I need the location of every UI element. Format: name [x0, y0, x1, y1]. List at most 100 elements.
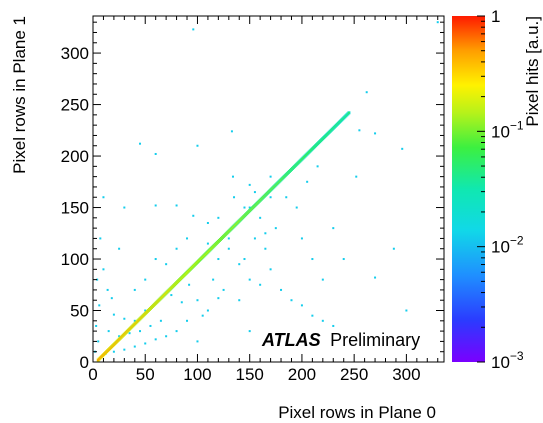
- noise-point: [243, 206, 246, 209]
- noise-point: [401, 147, 404, 150]
- noise-point: [332, 227, 335, 230]
- noise-point: [196, 144, 199, 147]
- noise-point: [332, 324, 335, 327]
- noise-point: [253, 191, 256, 194]
- noise-point: [186, 237, 189, 240]
- noise-point: [230, 130, 233, 133]
- noise-point: [128, 332, 131, 335]
- noise-point: [118, 247, 121, 250]
- noise-point: [149, 324, 152, 327]
- noise-point: [321, 278, 324, 281]
- noise-point: [159, 319, 162, 322]
- noise-point: [259, 283, 262, 286]
- noise-point: [139, 330, 142, 333]
- noise-point: [436, 21, 439, 24]
- noise-point: [201, 314, 204, 317]
- noise-point: [233, 196, 236, 199]
- correlation-band: [96, 111, 351, 362]
- noise-point: [196, 340, 199, 343]
- x-tick-label: 0: [88, 365, 97, 384]
- noise-point: [154, 338, 157, 341]
- noise-point: [365, 91, 368, 94]
- noise-point: [358, 129, 361, 132]
- noise-point: [269, 196, 272, 199]
- y-tick-label: 0: [80, 353, 89, 372]
- x-tick-label: 200: [288, 365, 316, 384]
- preliminary-label: Preliminary: [330, 330, 420, 350]
- color-scale-tick-label: 1: [491, 7, 500, 26]
- noise-point: [248, 183, 251, 186]
- color-scale-tick-label: 10−3: [491, 349, 524, 372]
- noise-point: [316, 165, 319, 168]
- noise-point: [99, 237, 102, 240]
- noise-point: [165, 263, 168, 266]
- noise-point: [269, 175, 272, 178]
- noise-point: [206, 309, 209, 312]
- noise-point: [144, 342, 147, 345]
- noise-point: [180, 301, 183, 304]
- noise-point: [106, 288, 109, 291]
- y-axis-title: Pixel rows in Plane 1: [10, 16, 29, 174]
- noise-point: [248, 206, 251, 209]
- x-tick-label: 150: [236, 365, 264, 384]
- noise-point: [102, 196, 105, 199]
- noise-point: [342, 258, 345, 261]
- noise-point: [133, 319, 136, 322]
- color-scale-tick-label: 10−2: [491, 234, 524, 257]
- noise-point: [112, 350, 115, 353]
- noise-point: [243, 258, 246, 261]
- color-scale-bar: [452, 16, 485, 362]
- noise-point: [212, 278, 215, 281]
- x-tick-label: 250: [340, 365, 368, 384]
- noise-point: [133, 288, 136, 291]
- noise-point: [123, 317, 126, 320]
- noise-point: [188, 283, 191, 286]
- noise-point: [123, 348, 126, 351]
- noise-point: [206, 242, 209, 245]
- noise-point: [95, 324, 98, 327]
- noise-point: [227, 237, 230, 240]
- noise-point: [280, 288, 283, 291]
- x-tick-label: 300: [392, 365, 420, 384]
- noise-point: [165, 335, 168, 338]
- y-tick-label: 150: [61, 199, 89, 218]
- noise-point: [217, 258, 220, 261]
- noise-point: [285, 196, 288, 199]
- noise-point: [144, 278, 147, 281]
- y-axis: 0 50 100 150 200 250 300: [61, 21, 444, 372]
- noise-point: [170, 294, 173, 297]
- noise-point: [154, 152, 157, 155]
- noise-point: [238, 263, 241, 266]
- noise-point: [133, 345, 136, 348]
- x-axis: 0 50 100 150 200 250 300: [88, 16, 439, 384]
- noise-point: [222, 288, 225, 291]
- noise-point: [217, 297, 220, 300]
- noise-point: [392, 247, 395, 250]
- noise-point: [192, 214, 195, 217]
- svg-text:ATLAS Preliminary: ATLAS Preliminary: [261, 330, 420, 350]
- x-tick-label: 50: [136, 365, 155, 384]
- noise-point: [118, 335, 121, 338]
- noise-point: [217, 216, 220, 219]
- atlas-label-background: [258, 327, 440, 351]
- noise-point: [175, 247, 178, 250]
- color-scale-ticks: 1 10−1 10−2 10−3: [477, 7, 524, 372]
- noise-point: [306, 180, 309, 183]
- color-scale-tick-label: 10−1: [491, 118, 524, 141]
- noise-point: [374, 132, 377, 135]
- y-tick-label: 250: [61, 96, 89, 115]
- noise-point: [253, 237, 256, 240]
- y-tick-label: 300: [61, 44, 89, 63]
- band-core-cell: [347, 111, 350, 114]
- noise-point: [269, 268, 272, 271]
- noise-point: [300, 237, 303, 240]
- noise-point: [192, 28, 195, 31]
- noise-point: [123, 206, 126, 209]
- noise-point: [238, 299, 241, 302]
- noise-point: [186, 319, 189, 322]
- noise-point: [154, 258, 157, 261]
- noise-point: [311, 258, 314, 261]
- noise-point: [290, 299, 293, 302]
- noise-point: [264, 247, 267, 250]
